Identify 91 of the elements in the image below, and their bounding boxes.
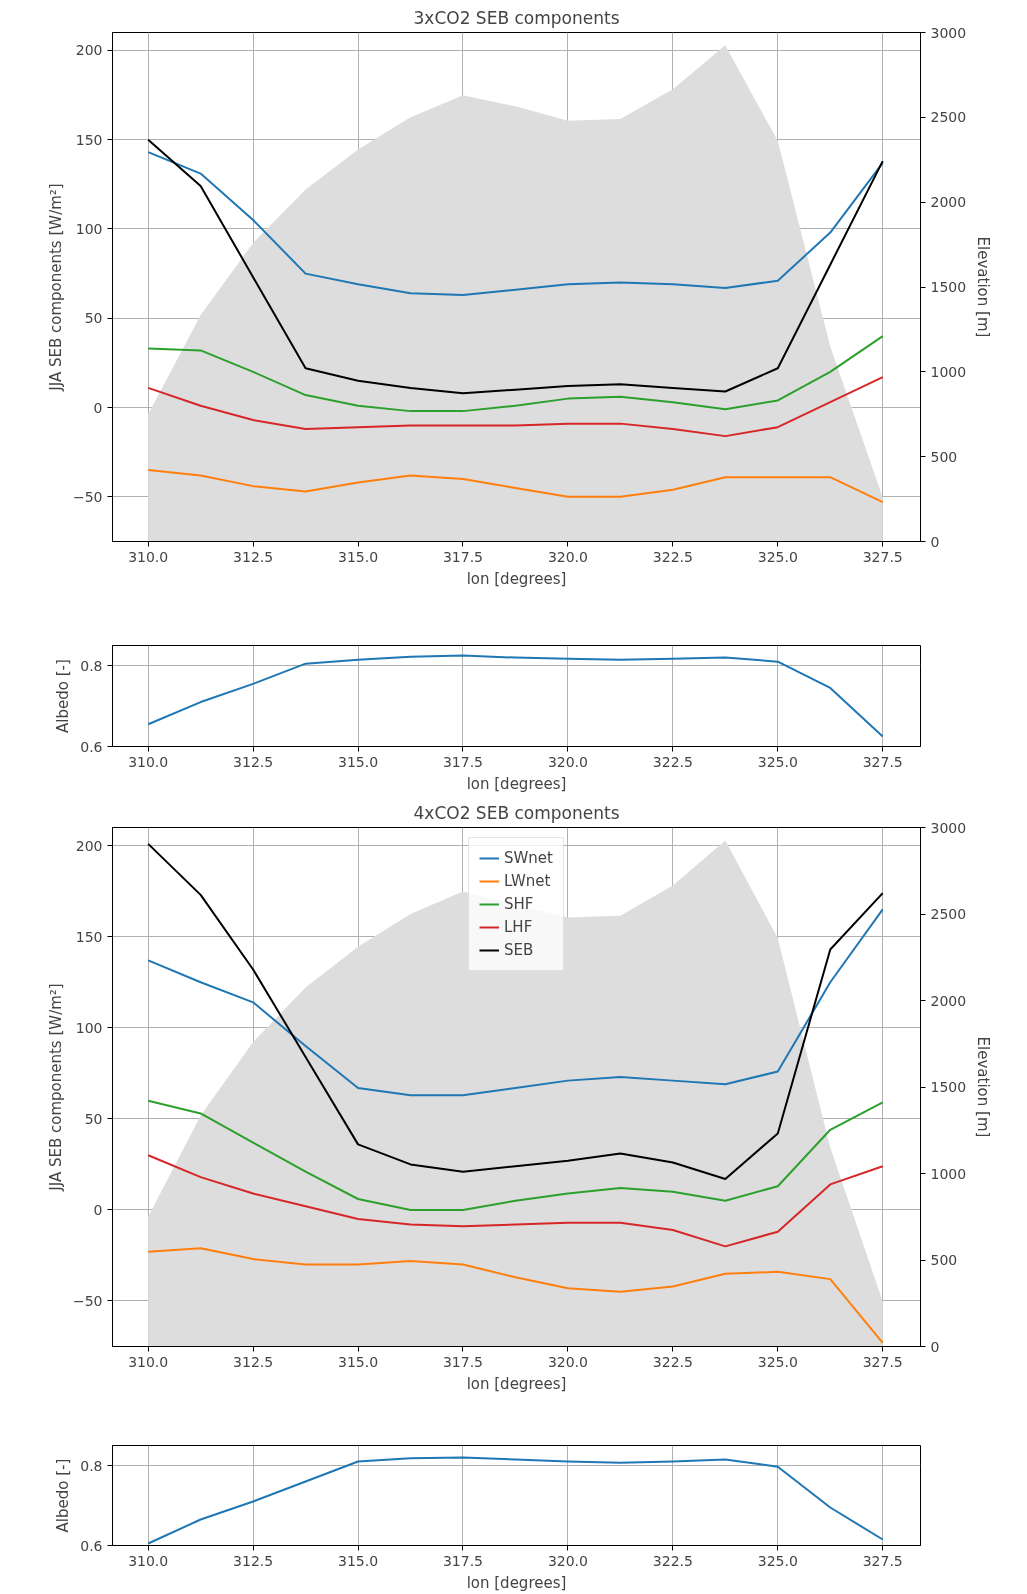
y2-tick-label: 2500 (930, 906, 967, 922)
y2-tick-label: 3000 (930, 819, 967, 836)
legend-label: SEB (504, 941, 534, 959)
y2-tick-label: 1000 (930, 1165, 967, 1182)
y-tick-label: 0.6 (80, 738, 103, 755)
chart-title: 4xCO2 SEB components (413, 802, 620, 823)
y-tick-label: 0.8 (80, 1457, 103, 1474)
y2-tick-label: 2000 (930, 992, 967, 1009)
x-tick-label: 322.5 (652, 753, 693, 770)
legend-label: SWnet (504, 849, 553, 867)
y2-tick-label: 1000 (930, 363, 967, 380)
x-axis-title: lon [degrees] (466, 774, 567, 793)
line-series (147, 1247, 884, 1344)
x-tick-label: 322.5 (652, 1552, 693, 1569)
x-tick-label: 327.5 (862, 1552, 903, 1569)
y-tick-label: 200 (75, 42, 103, 59)
x-tick-label: 325.0 (757, 753, 798, 770)
y2-tick-label: 2500 (930, 109, 967, 126)
x-tick-label: 312.5 (233, 1353, 274, 1370)
chart-title: 3xCO2 SEB components (413, 7, 620, 28)
x-tick-label: 327.5 (862, 1353, 903, 1370)
y-tick-label: −50 (72, 1292, 103, 1309)
y2-tick-label: 0 (930, 1338, 940, 1355)
x-axis-title: lon [degrees] (466, 1374, 567, 1393)
x-tick-label: 310.0 (128, 753, 169, 770)
x-tick-label: 312.5 (233, 548, 274, 565)
y-tick-label: 0 (93, 1201, 103, 1218)
x-tick-label: 317.5 (442, 1353, 484, 1370)
y-tick-label: 100 (75, 220, 103, 237)
y2-tick-label: 0 (930, 533, 940, 550)
y-tick-label: 50 (84, 310, 103, 327)
line-series (147, 654, 884, 738)
line-series (147, 335, 884, 413)
y-tick-label: 0.6 (80, 1537, 103, 1554)
line-series (147, 1456, 884, 1545)
legend-label: SHF (504, 895, 534, 913)
x-tick-label: 320.0 (547, 1552, 588, 1569)
y-tick-label: 0 (93, 399, 103, 416)
y-tick-label: 50 (84, 1110, 103, 1127)
legend-label: LWnet (504, 872, 551, 890)
y2-tick-label: 3000 (930, 24, 967, 41)
y-axis-title: JJA SEB components [W/m²] (46, 183, 65, 392)
x-tick-label: 317.5 (442, 548, 484, 565)
x-tick-label: 325.0 (757, 1552, 798, 1569)
y-axis-title: Albedo [-] (54, 659, 73, 733)
x-tick-label: 317.5 (442, 1552, 484, 1569)
x-tick-label: 320.0 (547, 548, 588, 565)
x-axis-title: lon [degrees] (466, 569, 567, 588)
line-series (147, 376, 884, 438)
x-tick-label: 317.5 (442, 753, 484, 770)
line-series (147, 151, 884, 297)
line-series (147, 1154, 884, 1248)
line-series (147, 469, 884, 504)
y-tick-label: 200 (75, 837, 103, 854)
y2-tick-label: 500 (930, 448, 958, 465)
x-tick-label: 325.0 (757, 548, 798, 565)
x-tick-label: 310.0 (128, 548, 169, 565)
y-tick-label: −50 (72, 488, 103, 505)
y-tick-label: 100 (75, 1019, 103, 1036)
line-series (147, 908, 884, 1097)
x-tick-label: 312.5 (233, 1552, 274, 1569)
y2-tick-label: 1500 (930, 1079, 967, 1095)
line-series (147, 1099, 884, 1211)
x-tick-label: 310.0 (128, 1353, 169, 1370)
x-tick-label: 310.0 (128, 1552, 169, 1569)
line-series (147, 138, 884, 395)
y-tick-label: 150 (75, 928, 103, 945)
y-tick-label: 0.8 (80, 657, 103, 674)
x-tick-label: 315.0 (338, 753, 379, 770)
x-tick-label: 315.0 (338, 548, 379, 565)
x-tick-label: 312.5 (233, 753, 274, 770)
y-axis-title: Albedo [-] (54, 1458, 73, 1533)
y2-axis-title: Elevation [m] (974, 1036, 993, 1138)
y-tick-label: 150 (75, 131, 103, 148)
y2-tick-label: 500 (930, 1252, 958, 1268)
y-axis-title: JJA SEB components [W/m²] (46, 983, 65, 1192)
y2-tick-label: 2000 (930, 194, 967, 211)
x-tick-label: 315.0 (338, 1353, 379, 1370)
y2-tick-label: 1500 (930, 279, 967, 295)
y2-axis-title: Elevation [m] (974, 236, 993, 338)
x-tick-label: 325.0 (757, 1353, 798, 1370)
legend-label: LHF (504, 918, 533, 936)
x-tick-label: 327.5 (862, 548, 903, 565)
line-series (147, 842, 884, 1180)
x-tick-label: 327.5 (862, 753, 903, 770)
x-tick-label: 320.0 (547, 753, 588, 770)
x-tick-label: 322.5 (652, 548, 693, 565)
x-tick-label: 320.0 (547, 1353, 588, 1370)
x-tick-label: 322.5 (652, 1353, 693, 1370)
x-axis-title: lon [degrees] (466, 1573, 567, 1592)
x-tick-label: 315.0 (338, 1552, 379, 1569)
